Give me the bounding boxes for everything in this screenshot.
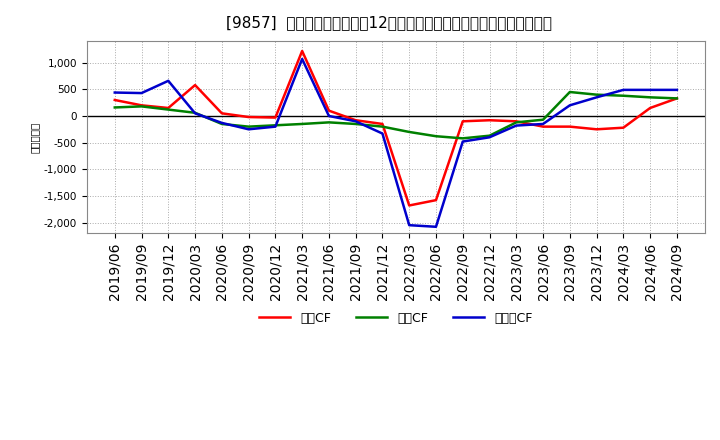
- フリーCF: [271, 124, 279, 129]
- フリーCF: [459, 139, 467, 144]
- 営業CF: [271, 115, 279, 120]
- Line: 投賃CF: 投賃CF: [114, 92, 677, 138]
- 営業CF: [217, 111, 226, 116]
- 投賃CF: [217, 121, 226, 127]
- 営業CF: [593, 127, 601, 132]
- フリーCF: [565, 103, 574, 108]
- 投賃CF: [565, 89, 574, 95]
- フリーCF: [298, 56, 307, 62]
- フリーCF: [485, 135, 494, 140]
- フリーCF: [672, 87, 681, 92]
- フリーCF: [539, 121, 547, 127]
- 投賃CF: [110, 105, 119, 110]
- 営業CF: [672, 96, 681, 101]
- 営業CF: [325, 108, 333, 113]
- フリーCF: [138, 91, 146, 96]
- 投賃CF: [459, 136, 467, 141]
- フリーCF: [351, 119, 360, 124]
- フリーCF: [405, 223, 413, 228]
- 投賃CF: [485, 133, 494, 138]
- 営業CF: [191, 82, 199, 88]
- 営業CF: [619, 125, 628, 130]
- 営業CF: [298, 48, 307, 54]
- 営業CF: [459, 119, 467, 124]
- Text: [9857]  キャッシュフローの12か月移動合計の対前年同期増減額の推移: [9857] キャッシュフローの12か月移動合計の対前年同期増減額の推移: [226, 15, 552, 30]
- フリーCF: [244, 127, 253, 132]
- フリーCF: [432, 224, 441, 229]
- 営業CF: [164, 105, 173, 110]
- フリーCF: [110, 90, 119, 95]
- Line: フリーCF: フリーCF: [114, 59, 677, 227]
- 投賃CF: [351, 121, 360, 127]
- フリーCF: [378, 131, 387, 136]
- 営業CF: [244, 114, 253, 120]
- 営業CF: [539, 124, 547, 129]
- 営業CF: [110, 97, 119, 103]
- 営業CF: [432, 198, 441, 203]
- 営業CF: [138, 103, 146, 108]
- フリーCF: [164, 78, 173, 84]
- フリーCF: [217, 120, 226, 125]
- 営業CF: [646, 105, 654, 110]
- 投賃CF: [191, 110, 199, 115]
- 投賃CF: [244, 124, 253, 129]
- フリーCF: [619, 87, 628, 92]
- 投賃CF: [672, 96, 681, 101]
- 投賃CF: [164, 107, 173, 112]
- 投賃CF: [593, 92, 601, 97]
- 投賃CF: [539, 117, 547, 122]
- フリーCF: [512, 123, 521, 128]
- 投賃CF: [646, 95, 654, 100]
- 営業CF: [378, 121, 387, 127]
- 投賃CF: [325, 120, 333, 125]
- 営業CF: [351, 117, 360, 123]
- 投賃CF: [138, 104, 146, 109]
- 営業CF: [512, 119, 521, 124]
- フリーCF: [191, 111, 199, 116]
- 営業CF: [485, 117, 494, 123]
- 投賃CF: [298, 121, 307, 127]
- 投賃CF: [432, 134, 441, 139]
- フリーCF: [593, 95, 601, 100]
- フリーCF: [325, 114, 333, 119]
- 投賃CF: [271, 123, 279, 128]
- 投賃CF: [378, 124, 387, 129]
- 投賃CF: [405, 129, 413, 135]
- 営業CF: [565, 124, 574, 129]
- フリーCF: [646, 87, 654, 92]
- 投賃CF: [512, 120, 521, 125]
- Legend: 営業CF, 投賃CF, フリーCF: 営業CF, 投賃CF, フリーCF: [254, 307, 538, 330]
- 投賃CF: [619, 93, 628, 99]
- 営業CF: [405, 203, 413, 208]
- Y-axis label: （百万円）: （百万円）: [30, 121, 40, 153]
- Line: 営業CF: 営業CF: [114, 51, 677, 205]
